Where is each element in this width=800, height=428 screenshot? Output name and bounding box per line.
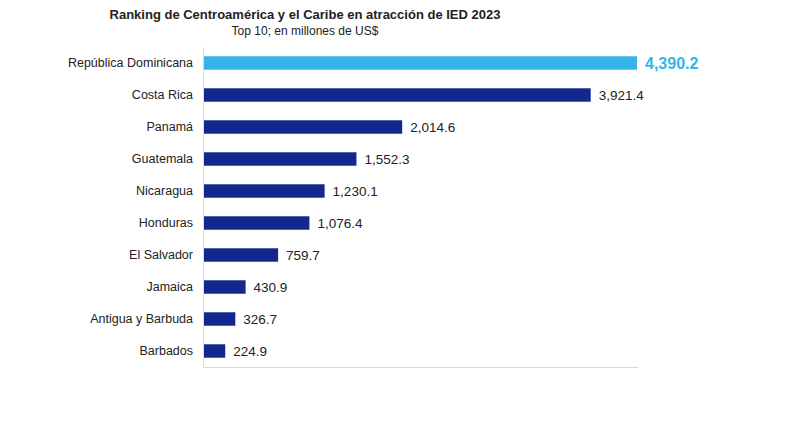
subtitle: Top 10; en millones de US$ (232, 24, 379, 38)
data-label: 3,921.4 (599, 88, 645, 103)
bar (203, 280, 246, 293)
bar (203, 88, 591, 101)
data-label: 224.9 (233, 344, 267, 359)
bar (203, 120, 402, 133)
tick-label: Costa Rica (132, 88, 193, 102)
bar (203, 56, 637, 69)
bar (203, 152, 356, 165)
tick: Panamá (146, 120, 203, 134)
tick: Jamaica (146, 280, 203, 294)
tick-label: Panamá (146, 120, 193, 134)
bar (203, 216, 309, 229)
bar (203, 312, 235, 325)
y-axis-line (203, 48, 204, 368)
bar (203, 344, 225, 357)
tick: El Salvador (129, 248, 203, 262)
tick-label: Guatemala (132, 152, 193, 166)
tick-label: Nicaragua (136, 184, 193, 198)
tick: Honduras (139, 216, 203, 230)
data-label: 2,014.6 (410, 120, 455, 135)
tick: Guatemala (132, 152, 203, 166)
chart: Ranking de Centroamérica y el Caribe en … (0, 0, 800, 428)
data-labels: 4,390.2 3,921.4 2,014.6 1,552.3 1,230.1 1,076… (233, 55, 698, 359)
tick-label: Jamaica (146, 280, 193, 294)
bar (203, 184, 325, 197)
data-label: 4,390.2 (645, 55, 698, 72)
x-axis-line (204, 367, 639, 368)
data-label: 1,076.4 (317, 216, 363, 231)
bar (203, 248, 278, 261)
data-label: 326.7 (243, 312, 277, 327)
tick: Antigua y Barbuda (90, 312, 203, 326)
tick-label: Antigua y Barbuda (90, 312, 193, 326)
tick-label: Barbados (139, 344, 193, 358)
tick: Nicaragua (136, 184, 203, 198)
bars (203, 56, 637, 357)
y-axis: República Dominicana Costa Rica Panamá Guat… (68, 48, 204, 368)
data-label: 1,552.3 (364, 152, 409, 167)
tick-label: El Salvador (129, 248, 193, 262)
data-label: 1,230.1 (333, 184, 378, 199)
x-axis (204, 367, 639, 368)
data-label: 430.9 (254, 280, 288, 295)
plot-area: República Dominicana Costa Rica Panamá Guat… (68, 48, 699, 368)
tick-label: Honduras (139, 216, 193, 230)
data-label: 759.7 (286, 248, 320, 263)
tick: Barbados (139, 344, 203, 358)
tick: República Dominicana (68, 56, 203, 70)
tick-label: República Dominicana (68, 56, 193, 70)
tick: Costa Rica (132, 88, 203, 102)
title: Ranking de Centroamérica y el Caribe en … (110, 7, 501, 22)
